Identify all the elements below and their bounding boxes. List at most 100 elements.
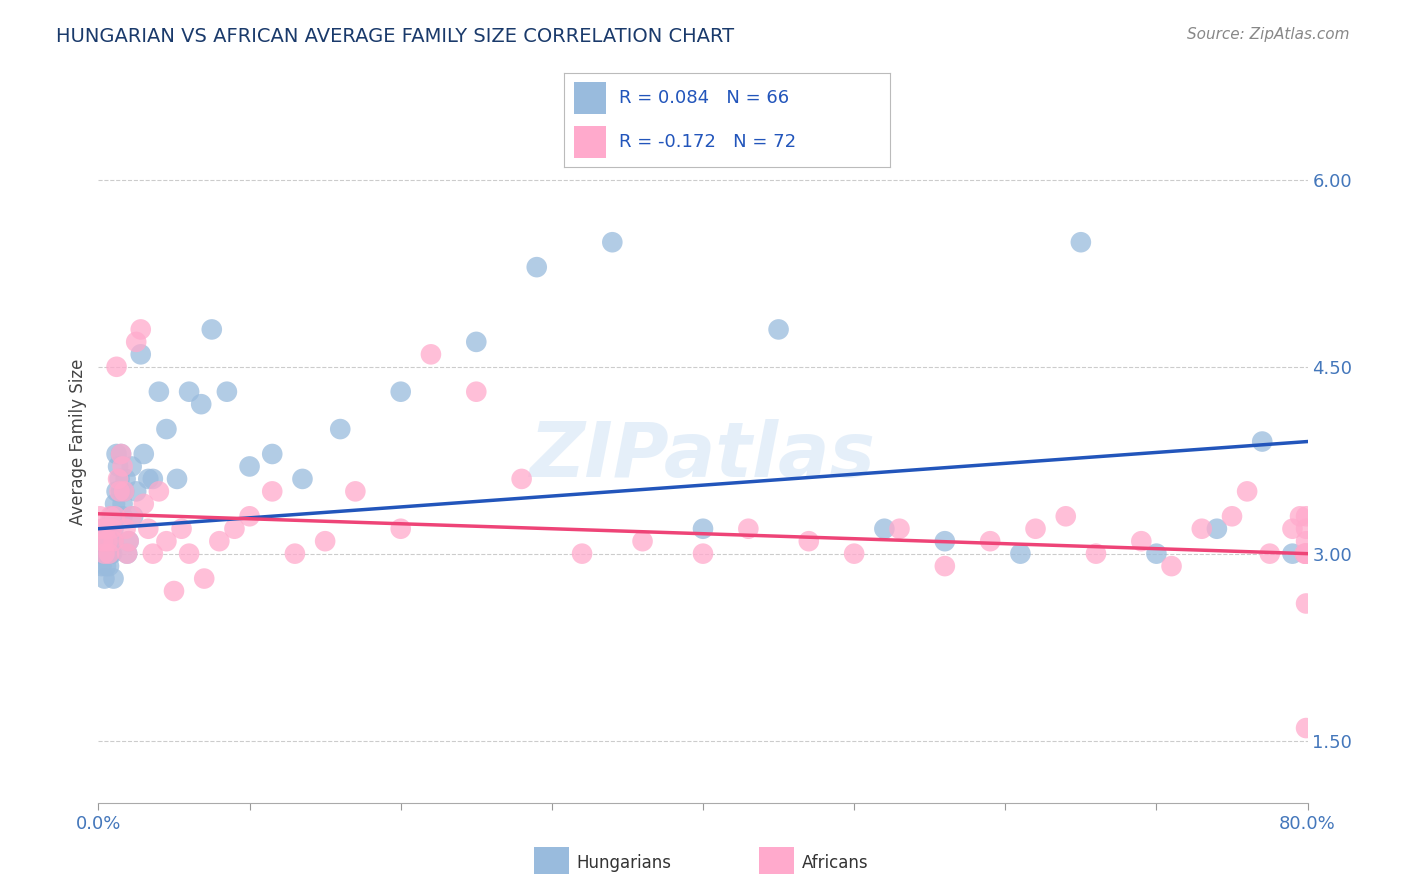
- Point: [155, 422, 177, 436]
- Point: [465, 334, 488, 349]
- Point: [1024, 522, 1046, 536]
- Point: [389, 384, 412, 399]
- Point: [1258, 547, 1281, 561]
- Point: [94, 559, 117, 574]
- Point: [224, 522, 246, 536]
- Point: [104, 509, 127, 524]
- Point: [122, 509, 145, 524]
- Point: [262, 447, 284, 461]
- Point: [104, 509, 127, 524]
- Point: [108, 484, 131, 499]
- Point: [129, 322, 152, 336]
- Y-axis label: Average Family Size: Average Family Size: [69, 359, 87, 524]
- Point: [844, 547, 866, 561]
- Point: [344, 484, 367, 499]
- Point: [1130, 534, 1153, 549]
- Point: [142, 547, 165, 561]
- Point: [692, 547, 714, 561]
- Point: [136, 472, 159, 486]
- Point: [91, 522, 114, 536]
- Point: [142, 472, 165, 486]
- Point: [284, 547, 307, 561]
- Point: [129, 347, 152, 361]
- Point: [101, 547, 124, 561]
- Point: [103, 522, 125, 536]
- Point: [155, 534, 177, 549]
- Point: [797, 534, 820, 549]
- Point: [132, 497, 155, 511]
- Point: [465, 384, 488, 399]
- Point: [100, 547, 122, 561]
- Point: [125, 334, 148, 349]
- Point: [103, 572, 125, 586]
- Point: [1085, 547, 1108, 561]
- Point: [94, 522, 117, 536]
- Point: [110, 447, 132, 461]
- Point: [96, 522, 118, 536]
- Point: [768, 322, 790, 336]
- Point: [510, 472, 533, 486]
- Point: [118, 534, 141, 549]
- Point: [737, 522, 759, 536]
- Point: [1295, 547, 1317, 561]
- Point: [1206, 522, 1229, 536]
- Point: [108, 472, 131, 486]
- Point: [1289, 509, 1312, 524]
- Point: [1251, 434, 1274, 449]
- Point: [121, 509, 143, 524]
- Point: [262, 484, 284, 499]
- Point: [125, 484, 148, 499]
- Point: [94, 534, 117, 549]
- Point: [105, 447, 128, 461]
- Point: [104, 497, 127, 511]
- Point: [1295, 509, 1317, 524]
- Point: [1295, 597, 1317, 611]
- Point: [91, 547, 114, 561]
- Point: [111, 497, 134, 511]
- Point: [329, 422, 352, 436]
- Point: [1191, 522, 1213, 536]
- Point: [179, 547, 201, 561]
- Point: [103, 534, 125, 549]
- Point: [101, 509, 124, 524]
- Point: [692, 522, 714, 536]
- Point: [201, 322, 224, 336]
- Point: [115, 547, 138, 561]
- Point: [1160, 559, 1182, 574]
- Point: [1295, 522, 1317, 536]
- Point: [889, 522, 911, 536]
- Point: [100, 509, 122, 524]
- Text: Source: ZipAtlas.com: Source: ZipAtlas.com: [1187, 27, 1350, 42]
- Point: [112, 484, 135, 499]
- Point: [111, 459, 134, 474]
- Point: [93, 547, 115, 561]
- Point: [1294, 547, 1316, 561]
- Point: [1010, 547, 1032, 561]
- Point: [291, 472, 314, 486]
- Point: [98, 534, 121, 549]
- Point: [934, 559, 956, 574]
- Point: [239, 509, 262, 524]
- Point: [1295, 547, 1317, 561]
- Point: [208, 534, 231, 549]
- Point: [190, 397, 212, 411]
- Text: Africans: Africans: [801, 854, 868, 871]
- Point: [110, 447, 132, 461]
- Point: [170, 522, 193, 536]
- Text: Hungarians: Hungarians: [576, 854, 672, 871]
- Point: [314, 534, 336, 549]
- Point: [136, 522, 159, 536]
- Point: [111, 509, 134, 524]
- Text: ZIPatlas: ZIPatlas: [530, 419, 876, 493]
- Point: [107, 472, 129, 486]
- Point: [1220, 509, 1243, 524]
- Point: [934, 534, 956, 549]
- Point: [93, 572, 115, 586]
- Point: [100, 522, 122, 536]
- Point: [105, 484, 128, 499]
- Point: [91, 534, 114, 549]
- Point: [1281, 522, 1303, 536]
- Point: [1236, 484, 1258, 499]
- Point: [239, 459, 262, 474]
- Point: [90, 534, 112, 549]
